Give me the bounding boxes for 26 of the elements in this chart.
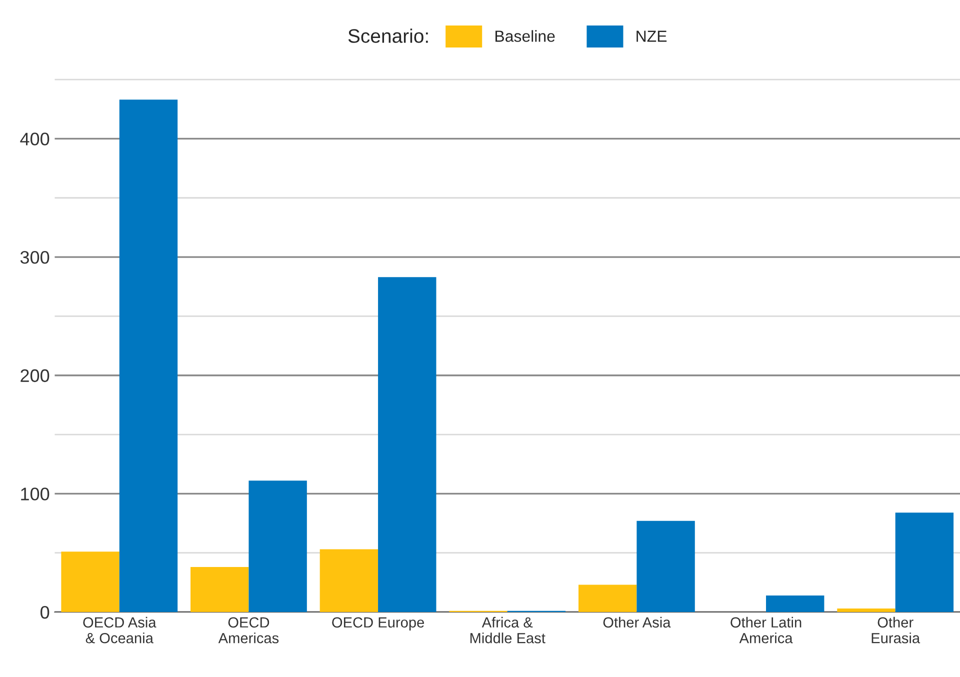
bar <box>320 549 378 612</box>
x-tick-label: Other Asia <box>603 616 671 628</box>
legend-label: Baseline <box>495 30 555 42</box>
x-tick-label: Other Eurasia <box>872 616 920 644</box>
bar <box>61 552 120 612</box>
bar <box>636 520 695 612</box>
bar <box>578 584 637 612</box>
x-tick-label: OECD Asia & Oceania <box>83 616 156 644</box>
bar <box>190 567 249 612</box>
x-tick-label: Africa & Middle East <box>470 616 546 644</box>
bar <box>895 512 954 612</box>
y-tick-label: 200 <box>20 369 50 382</box>
legend-title: Scenario: <box>348 28 428 43</box>
x-tick-label: OECD Europe <box>332 617 424 630</box>
y-tick-label: 0 <box>40 606 50 619</box>
y-tick-label: 400 <box>20 132 50 146</box>
x-tick-label: Other Latin America <box>730 616 802 644</box>
bar <box>248 480 307 612</box>
bar <box>119 100 178 612</box>
x-tick-label: OECD Americas <box>218 617 279 644</box>
bar <box>837 608 896 612</box>
bar <box>766 595 824 612</box>
y-tick-label: 300 <box>20 250 50 264</box>
legend-label: NZE <box>636 30 667 42</box>
y-tick-label: 100 <box>21 488 50 500</box>
bar <box>378 277 436 612</box>
